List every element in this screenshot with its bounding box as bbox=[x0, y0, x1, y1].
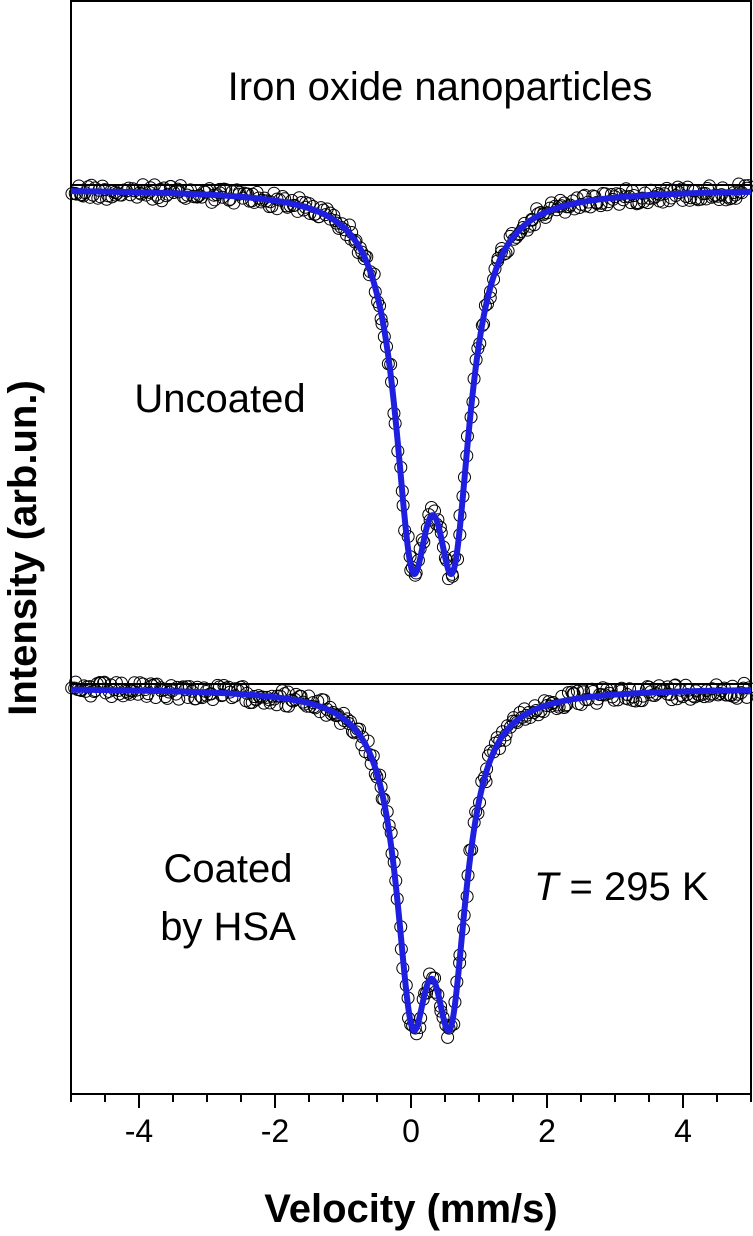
series-label-coated-line2: by HSA bbox=[160, 905, 296, 949]
series-label-coated-line1: Coated bbox=[164, 847, 293, 891]
chart-title: Iron oxide nanoparticles bbox=[228, 65, 653, 109]
x-tick-label: 2 bbox=[538, 1113, 556, 1149]
x-axis-ticks bbox=[70, 1094, 752, 1108]
temperature-annotation: T = 295 K bbox=[534, 865, 709, 909]
x-tick-label: -4 bbox=[125, 1113, 153, 1149]
data-point bbox=[442, 1021, 456, 1035]
x-tick-label: -2 bbox=[261, 1113, 289, 1149]
temperature-value: = 295 K bbox=[558, 865, 708, 909]
x-axis-title: Velocity (mm/s) bbox=[264, 1187, 557, 1231]
series-label-uncoated: Uncoated bbox=[134, 377, 305, 421]
x-tick-label: 0 bbox=[402, 1113, 420, 1149]
data-point bbox=[338, 223, 352, 237]
temperature-symbol: T bbox=[534, 865, 561, 909]
x-axis-tick-labels: -4 -2 0 2 4 bbox=[125, 1113, 692, 1149]
data-point bbox=[424, 501, 438, 515]
fit-line-coated bbox=[68, 686, 753, 1034]
fit-lines bbox=[68, 188, 753, 1034]
fit-line-uncoated bbox=[68, 188, 753, 577]
y-axis-title: Intensity (arb.un.) bbox=[1, 380, 45, 716]
x-tick-label: 4 bbox=[674, 1113, 692, 1149]
